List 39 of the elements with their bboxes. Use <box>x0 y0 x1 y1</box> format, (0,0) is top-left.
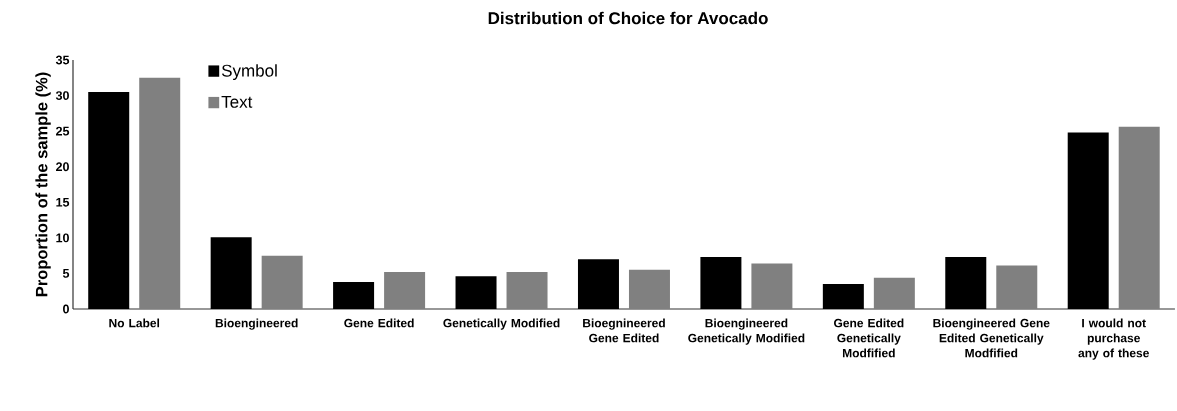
y-tick-label: 5 <box>62 269 70 278</box>
bar <box>873 277 915 309</box>
bar <box>88 92 130 309</box>
x-tick-label: Bioengineered Gene Edited Genetically Modfified <box>933 318 1050 358</box>
bar <box>506 272 548 309</box>
bar <box>751 263 793 309</box>
bar <box>333 281 375 309</box>
x-tick-label: Bioengineered <box>215 318 298 330</box>
x-tick-label: I would not purchase any of these <box>1078 318 1149 360</box>
y-axis-title: Proportion of the sample (%) <box>35 72 51 297</box>
x-tick-label: Bioengineered Genetically Modified <box>688 318 805 345</box>
legend-label: Text <box>221 95 253 108</box>
x-tick-label: No Label <box>109 318 160 328</box>
x-tick-label: Gene Edited <box>344 318 414 328</box>
bar <box>945 257 987 309</box>
bar <box>384 272 426 309</box>
bar <box>455 276 497 309</box>
y-tick-label: 15 <box>56 197 70 207</box>
bar <box>210 237 252 309</box>
bar <box>996 265 1038 309</box>
y-tick-label: 30 <box>55 91 69 100</box>
legend-label: Symbol <box>221 64 277 81</box>
bar <box>1118 126 1160 309</box>
y-tick-label: 0 <box>63 304 69 314</box>
x-tick-label: Bioegnineered Gene Edited <box>583 318 665 343</box>
y-tick-label: 35 <box>55 55 70 65</box>
y-tick-label: 20 <box>56 162 69 172</box>
bar <box>139 77 181 309</box>
bar <box>822 284 864 309</box>
x-tick-label: Gene Edited Genetically Modfified <box>834 318 904 358</box>
x-tick-label: Genetically Modified <box>443 318 560 330</box>
bar <box>628 269 670 309</box>
y-tick-label: 25 <box>56 126 70 136</box>
bar <box>700 257 742 309</box>
bar <box>261 255 303 309</box>
y-tick-label: 10 <box>56 233 69 243</box>
bar <box>1067 132 1109 309</box>
chart-title: Distribution of Choice for Avocado <box>488 11 768 25</box>
bar <box>577 259 619 309</box>
